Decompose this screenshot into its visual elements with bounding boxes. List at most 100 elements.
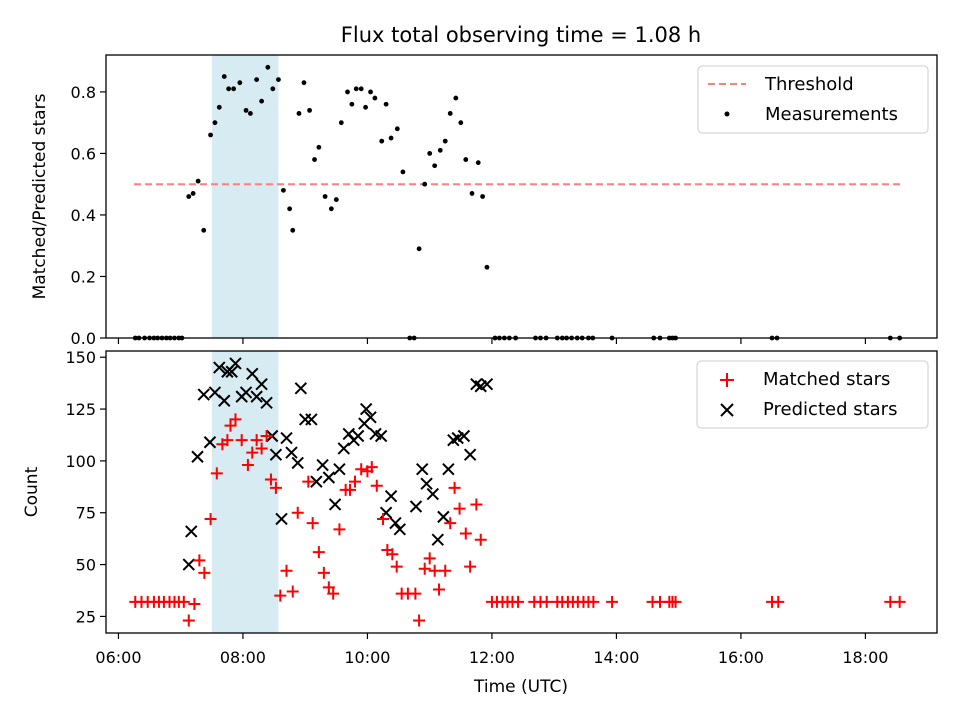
legend-measurements-label: Measurements xyxy=(765,104,898,125)
predicted-point xyxy=(328,498,342,511)
matched-point xyxy=(512,595,525,608)
matched-point xyxy=(260,430,273,443)
predicted-point xyxy=(298,413,312,426)
matched-point xyxy=(188,597,201,610)
legend-predicted-swatch xyxy=(720,403,734,417)
predicted-point xyxy=(255,377,268,391)
predicted-point xyxy=(333,462,346,476)
measurement-point xyxy=(422,181,428,187)
measurement-point xyxy=(394,126,400,132)
matched-point xyxy=(439,564,452,577)
measurement-point xyxy=(243,107,249,113)
x-tick-label: 12:00 xyxy=(469,648,515,667)
matched-point xyxy=(772,595,785,608)
predicted-point xyxy=(305,413,318,426)
predicted-point xyxy=(280,431,293,445)
y-tick-label: 25 xyxy=(76,607,96,626)
measurement-point xyxy=(316,144,322,150)
predicted-point xyxy=(463,448,477,461)
predicted-point xyxy=(197,388,210,401)
measurement-point xyxy=(463,157,469,162)
matched-point xyxy=(210,467,223,480)
matched-point xyxy=(264,473,277,486)
predicted-point xyxy=(260,396,273,410)
measurement-point xyxy=(296,111,302,116)
measurement-point xyxy=(453,95,459,101)
top-axes-frame xyxy=(105,54,938,339)
measurement-point xyxy=(368,89,373,95)
predicted-point xyxy=(416,462,429,476)
matched-point xyxy=(344,483,357,496)
measurement-point xyxy=(231,86,237,92)
legend-predicted-label: Predicted stars xyxy=(763,399,897,420)
matched-point xyxy=(286,585,299,598)
predicted-point xyxy=(218,394,231,407)
matched-point xyxy=(464,560,477,573)
x-tick-label: 06:00 xyxy=(95,648,141,667)
matched-point xyxy=(606,595,619,608)
measurement-point xyxy=(221,74,227,79)
matched-point xyxy=(221,434,234,447)
measurement-point xyxy=(432,163,438,169)
predicted-point xyxy=(431,533,444,546)
matched-point xyxy=(433,583,446,596)
matched-point xyxy=(377,512,389,525)
predicted-point xyxy=(185,525,198,538)
matched-point xyxy=(470,498,483,511)
top-x-ticks xyxy=(117,338,867,344)
measurement-point xyxy=(427,151,433,156)
measurement-point xyxy=(475,160,481,166)
measurement-point xyxy=(290,227,296,233)
y-tick-label: 0.6 xyxy=(71,144,96,163)
y-tick-label: 125 xyxy=(65,400,96,419)
measurement-point xyxy=(372,95,378,101)
x-tick-label: 16:00 xyxy=(718,648,764,667)
predicted-point xyxy=(213,361,226,374)
chart-title: Flux total observing time = 1.08 h xyxy=(341,23,701,47)
bottom-legend: Matched stars Predicted stars xyxy=(696,360,929,429)
predicted-point xyxy=(409,500,423,513)
top-legend: Threshold Measurements xyxy=(697,65,929,134)
bottom-y-axis-label: Count xyxy=(22,466,42,517)
measurement-point xyxy=(265,64,271,70)
predicted-point xyxy=(351,429,365,443)
matched-point xyxy=(423,552,436,565)
measurement-point xyxy=(388,135,394,141)
matched-point xyxy=(448,481,461,494)
predicted-point xyxy=(285,446,298,459)
matched-point xyxy=(459,527,472,540)
predicted-point xyxy=(294,382,308,395)
matched-point xyxy=(409,587,422,600)
matched-point xyxy=(291,506,304,519)
matched-point xyxy=(235,434,248,447)
predicted-point xyxy=(275,512,288,526)
matched-point xyxy=(224,419,237,432)
measurement-point xyxy=(259,98,265,104)
bottom-legend-box xyxy=(696,360,929,429)
predicted-point xyxy=(359,402,373,416)
matched-point xyxy=(327,587,340,600)
predicted-point xyxy=(322,471,336,484)
matched-point xyxy=(302,475,315,488)
legend-matched-label: Matched stars xyxy=(763,369,890,390)
matched-point xyxy=(241,459,254,472)
x-tick-label: 14:00 xyxy=(593,648,639,667)
y-tick-label: 50 xyxy=(76,556,96,575)
matched-point xyxy=(322,581,335,594)
x-tick-label: 10:00 xyxy=(344,648,390,667)
predicted-point xyxy=(457,429,471,443)
matched-point xyxy=(177,595,190,608)
measurement-point xyxy=(307,107,312,113)
legend-threshold-label: Threshold xyxy=(764,74,854,95)
matched-point xyxy=(893,595,906,608)
predicted-point xyxy=(250,390,263,403)
measurement-point xyxy=(379,138,385,144)
top-y-axis: 0.0 0.2 0.4 0.6 0.8 xyxy=(71,83,106,348)
bottom-y-axis: 25 50 75 100 125 150 xyxy=(65,348,106,626)
matched-point xyxy=(269,481,282,494)
predicted-point xyxy=(374,429,388,443)
measurement-point xyxy=(458,120,464,126)
measurement-point xyxy=(328,206,334,212)
matched-point xyxy=(587,595,600,608)
bottom-axes-frame xyxy=(105,350,938,634)
